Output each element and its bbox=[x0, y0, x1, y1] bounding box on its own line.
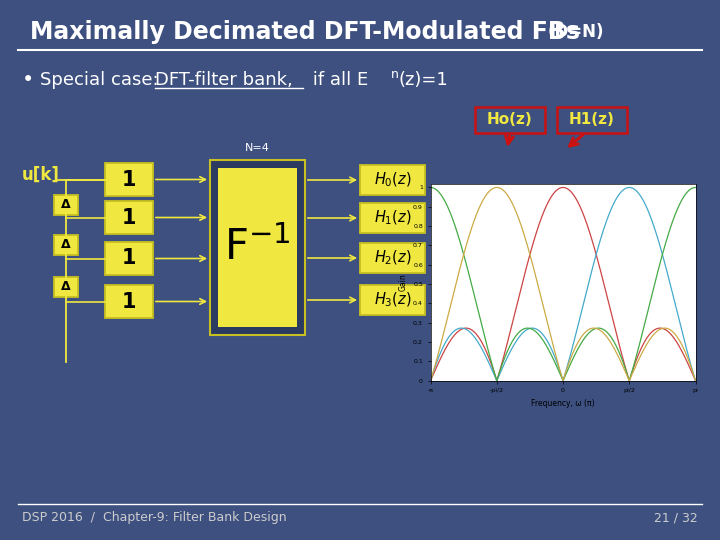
FancyBboxPatch shape bbox=[105, 163, 153, 196]
Text: Δ: Δ bbox=[61, 199, 71, 212]
Text: H1(z): H1(z) bbox=[569, 112, 615, 127]
FancyBboxPatch shape bbox=[218, 168, 297, 327]
FancyBboxPatch shape bbox=[54, 277, 78, 297]
Text: N=4: N=4 bbox=[245, 143, 270, 153]
Text: 1: 1 bbox=[122, 248, 136, 268]
Text: u[k]: u[k] bbox=[22, 166, 60, 184]
Text: $H_0(z)$: $H_0(z)$ bbox=[374, 171, 411, 189]
FancyBboxPatch shape bbox=[360, 243, 425, 273]
Text: Δ: Δ bbox=[61, 239, 71, 252]
FancyBboxPatch shape bbox=[360, 285, 425, 315]
Text: DFT-filter bank,: DFT-filter bank, bbox=[155, 71, 293, 89]
X-axis label: Frequency, ω (π): Frequency, ω (π) bbox=[531, 399, 595, 408]
Text: $H_3(z)$: $H_3(z)$ bbox=[374, 291, 411, 309]
Text: 1: 1 bbox=[122, 207, 136, 227]
Text: (D=N): (D=N) bbox=[548, 23, 605, 41]
FancyBboxPatch shape bbox=[557, 107, 627, 133]
Text: Special case:: Special case: bbox=[40, 71, 170, 89]
FancyBboxPatch shape bbox=[54, 195, 78, 215]
Text: $\mathsf{F}^{-1}$: $\mathsf{F}^{-1}$ bbox=[224, 226, 291, 268]
Text: •: • bbox=[22, 70, 35, 90]
FancyBboxPatch shape bbox=[54, 235, 78, 255]
Text: (z)=1: (z)=1 bbox=[399, 71, 449, 89]
Text: Ho(z): Ho(z) bbox=[487, 112, 533, 127]
FancyBboxPatch shape bbox=[475, 107, 545, 133]
FancyBboxPatch shape bbox=[360, 165, 425, 195]
FancyBboxPatch shape bbox=[105, 201, 153, 234]
Text: n: n bbox=[391, 69, 399, 82]
Text: if all E: if all E bbox=[307, 71, 368, 89]
FancyBboxPatch shape bbox=[360, 203, 425, 233]
FancyBboxPatch shape bbox=[105, 285, 153, 318]
Text: $H_1(z)$: $H_1(z)$ bbox=[374, 209, 411, 227]
Text: 1: 1 bbox=[122, 170, 136, 190]
Text: Δ: Δ bbox=[61, 280, 71, 294]
Text: Maximally Decimated DFT-Modulated FBs: Maximally Decimated DFT-Modulated FBs bbox=[30, 20, 580, 44]
Text: 21 / 32: 21 / 32 bbox=[654, 511, 698, 524]
Text: $H_2(z)$: $H_2(z)$ bbox=[374, 249, 411, 267]
FancyBboxPatch shape bbox=[210, 160, 305, 335]
Text: 1: 1 bbox=[122, 292, 136, 312]
Text: DSP 2016  /  Chapter-9: Filter Bank Design: DSP 2016 / Chapter-9: Filter Bank Design bbox=[22, 511, 287, 524]
Y-axis label: Gain: Gain bbox=[398, 273, 408, 291]
FancyBboxPatch shape bbox=[105, 242, 153, 275]
